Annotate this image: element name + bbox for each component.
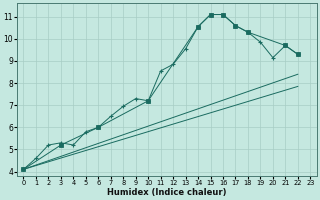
X-axis label: Humidex (Indice chaleur): Humidex (Indice chaleur) xyxy=(107,188,227,197)
